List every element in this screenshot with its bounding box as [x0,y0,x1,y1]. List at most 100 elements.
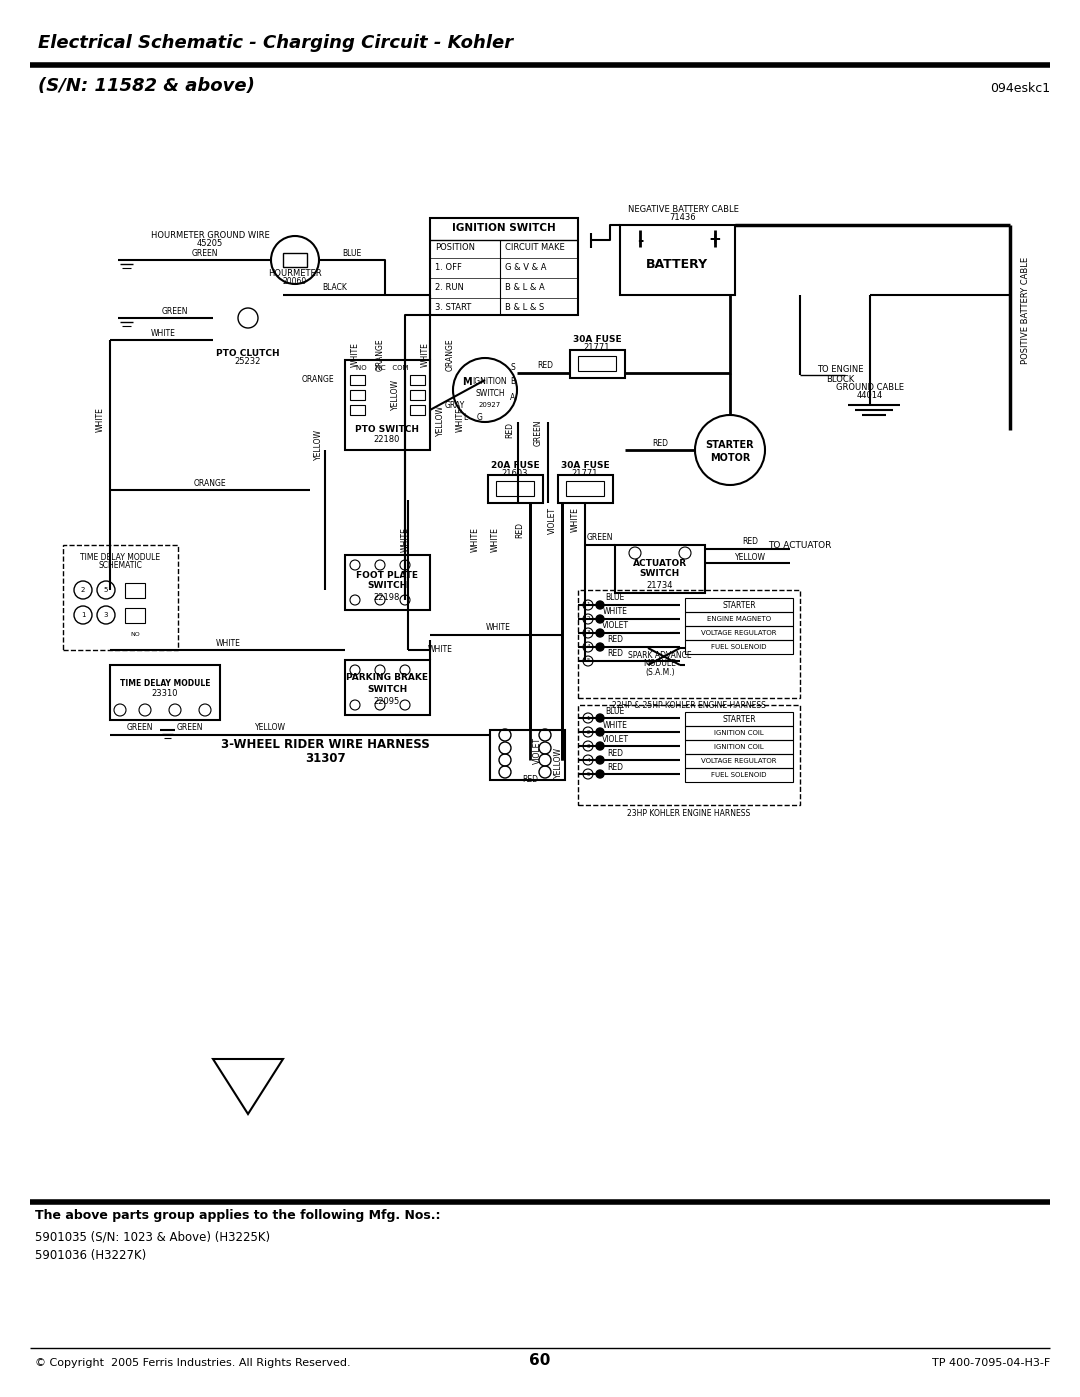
Text: RED: RED [522,775,538,785]
Text: WHITE: WHITE [603,608,627,616]
Text: WHITE: WHITE [216,638,241,647]
Text: VIOLET: VIOLET [548,507,556,534]
Text: CIRCUIT MAKE: CIRCUIT MAKE [505,243,565,253]
Text: YELLOW: YELLOW [554,746,563,778]
Text: (S/N: 11582 & above): (S/N: 11582 & above) [38,77,255,95]
Text: 60: 60 [529,1354,551,1368]
Text: TP 400-7095-04-H3-F: TP 400-7095-04-H3-F [932,1358,1050,1368]
Text: NEGATIVE BATTERY CABLE: NEGATIVE BATTERY CABLE [627,205,739,215]
Text: BLUE: BLUE [606,707,624,715]
Text: -: - [637,232,644,247]
Text: NO: NO [130,633,140,637]
Bar [345,659,430,715]
Text: 22095: 22095 [374,697,400,705]
Text: 1: 1 [586,602,590,608]
Circle shape [596,770,604,778]
Text: VOLTAGE REGULATOR: VOLTAGE REGULATOR [701,759,777,764]
Bar [685,768,793,782]
Text: TIME DELAY MODULE: TIME DELAY MODULE [120,679,211,687]
Text: POSITION: POSITION [435,243,475,253]
Text: GREEN: GREEN [192,249,218,257]
Text: SWITCH: SWITCH [367,685,407,693]
Bar [578,590,800,698]
Bar [410,390,426,400]
Text: HOURMETER GROUND WIRE: HOURMETER GROUND WIRE [150,231,269,239]
Text: 25232: 25232 [234,358,261,366]
Text: G: G [477,414,483,422]
Text: 5901035 (S/N: 1023 & Above) (H3225K): 5901035 (S/N: 1023 & Above) (H3225K) [35,1229,270,1243]
Text: RED: RED [607,636,623,644]
Text: WHITE: WHITE [456,408,464,433]
Bar [430,218,578,314]
Text: BLOCK: BLOCK [826,374,854,384]
Text: RED: RED [742,538,758,546]
Bar [490,731,565,780]
Text: A: A [511,394,515,402]
Text: GREEN: GREEN [177,722,203,732]
Text: 21603: 21603 [502,468,528,478]
Bar [685,726,793,740]
Text: VIOLET: VIOLET [602,622,629,630]
Text: WHITE: WHITE [401,528,409,552]
Text: YELLOW: YELLOW [313,429,323,461]
Text: 23310: 23310 [152,690,178,698]
Text: 20060: 20060 [283,278,307,286]
Text: GROUND CABLE: GROUND CABLE [836,384,904,393]
Bar [620,225,735,295]
Text: POSITIVE BATTERY CABLE: POSITIVE BATTERY CABLE [1021,257,1029,363]
Text: RED: RED [607,763,623,771]
Bar [685,754,793,768]
Text: PTO SWITCH: PTO SWITCH [355,426,419,434]
Bar [566,481,604,496]
Text: WHITE: WHITE [428,645,453,655]
Bar [615,545,705,592]
Text: WHITE: WHITE [603,721,627,729]
Bar [488,475,543,503]
Text: TIME DELAY MODULE: TIME DELAY MODULE [80,552,160,562]
Text: IGNITION SWITCH: IGNITION SWITCH [453,224,556,233]
Text: B & L & S: B & L & S [505,303,544,313]
Text: 20A FUSE: 20A FUSE [490,461,539,469]
Text: PARKING BRAKE: PARKING BRAKE [346,673,428,683]
Text: 30A FUSE: 30A FUSE [572,335,621,345]
Text: RED: RED [515,522,525,538]
Text: 2: 2 [81,587,85,592]
Bar [350,374,365,386]
Text: PTO CLUTCH: PTO CLUTCH [216,348,280,358]
Text: TO ENGINE: TO ENGINE [816,366,863,374]
Text: YELLOW: YELLOW [391,380,400,411]
Circle shape [596,643,604,651]
Text: BLACK: BLACK [323,284,348,292]
Circle shape [596,728,604,736]
Bar [110,665,220,719]
Bar [63,545,178,650]
Text: YELLOW: YELLOW [734,552,766,562]
Text: 21771: 21771 [584,344,610,352]
Text: IGNITION COIL: IGNITION COIL [714,731,764,736]
Text: 71436: 71436 [670,214,697,222]
Text: SPARK ADVANCE: SPARK ADVANCE [629,651,692,661]
Text: M: M [462,377,472,387]
Text: STARTER: STARTER [723,601,756,609]
Text: L: L [463,414,468,422]
Text: S: S [511,363,515,373]
Text: 22180: 22180 [374,436,401,444]
Text: BLUE: BLUE [606,594,624,602]
Text: SWITCH: SWITCH [367,581,407,590]
Text: IGNITION COIL: IGNITION COIL [714,745,764,750]
Text: 22198: 22198 [374,592,401,602]
Text: 4: 4 [586,644,590,650]
Text: MODULE: MODULE [644,659,676,669]
Text: +: + [708,232,721,247]
Text: NO    NC   COM: NO NC COM [355,365,408,372]
Circle shape [596,714,604,722]
Text: Electrical Schematic - Charging Circuit - Kohler: Electrical Schematic - Charging Circuit … [38,34,513,52]
Text: 45205: 45205 [197,239,224,247]
Text: 31307: 31307 [305,752,346,764]
Text: GREEN: GREEN [162,306,188,316]
Circle shape [596,756,604,764]
Bar [685,612,793,626]
Text: GREEN: GREEN [586,534,613,542]
Text: 3. START: 3. START [435,303,471,313]
Text: TO ACTUATOR: TO ACTUATOR [768,541,832,549]
